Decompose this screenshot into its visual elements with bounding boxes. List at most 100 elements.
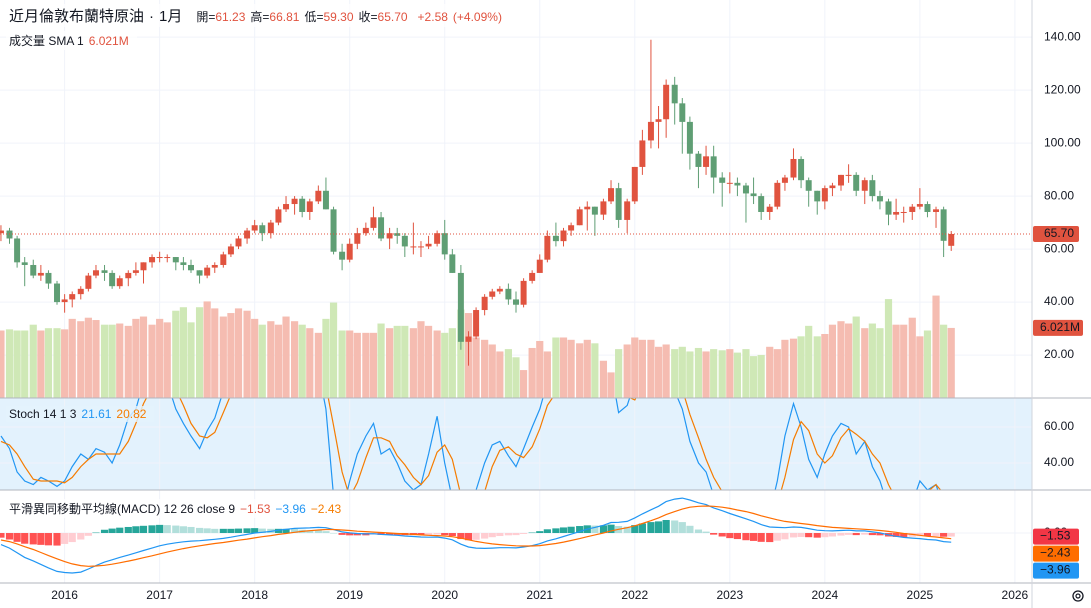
macd-histogram-bar — [274, 528, 283, 534]
macd-histogram-bar — [424, 533, 433, 535]
macd-histogram-bar — [671, 520, 679, 534]
volume-bar — [552, 337, 560, 398]
volume-bar — [845, 323, 853, 398]
candle-body — [275, 209, 282, 223]
candle-body — [425, 243, 432, 247]
candle-body — [85, 275, 92, 289]
candle-body — [933, 209, 940, 212]
volume-bar — [481, 339, 489, 398]
macd-badge-label: −3.96 — [1040, 563, 1071, 577]
candle-body — [608, 188, 615, 202]
field-value: 61.23 — [215, 10, 246, 24]
candle-body — [180, 262, 187, 265]
indicator-line — [0, 398, 939, 490]
volume-bar — [424, 325, 433, 398]
candle-body — [909, 206, 916, 212]
candle-body — [869, 180, 876, 197]
macd-histogram-bar — [559, 527, 568, 534]
volume-bar — [132, 318, 140, 398]
macd-histogram-bar — [314, 530, 322, 534]
candle-body — [916, 204, 923, 207]
macd-histogram-bar — [258, 528, 266, 534]
candle-body — [394, 233, 401, 236]
macd-histogram-bar — [567, 526, 575, 534]
candle-body — [734, 182, 741, 186]
candle-body — [781, 177, 788, 183]
candle-body — [924, 204, 931, 212]
candle-body — [529, 272, 536, 281]
macd-histogram-bar — [353, 533, 361, 536]
candle-body — [149, 257, 156, 263]
legend-value: −3.96 — [275, 502, 306, 516]
macd-histogram-bar — [813, 533, 821, 538]
volume-bar — [567, 339, 575, 398]
macd-badge-label: −2.43 — [1040, 546, 1071, 560]
candle-body — [244, 230, 251, 239]
macd-histogram-bar — [789, 533, 798, 538]
candle-body — [235, 238, 242, 247]
candle-body — [679, 103, 686, 122]
volume-bar — [84, 317, 92, 398]
candle-body — [671, 84, 678, 104]
macd-histogram-bar — [702, 531, 710, 534]
macd-histogram-bar — [472, 533, 480, 540]
volume-bar — [377, 323, 385, 398]
macd-histogram-bar — [496, 533, 504, 537]
macd-histogram-bar — [591, 525, 599, 534]
volume-bar — [258, 324, 266, 398]
candle-body — [211, 264, 218, 268]
macd-histogram-bar — [868, 533, 876, 536]
volume-bar — [61, 329, 69, 398]
volume-bar — [813, 336, 821, 398]
candle-body — [457, 272, 464, 342]
macd-histogram-bar — [417, 533, 425, 536]
candle-body — [568, 225, 575, 231]
volume-bar — [512, 357, 520, 398]
candle-body — [774, 182, 781, 207]
candle-body — [30, 264, 37, 276]
macd-histogram-bar — [536, 531, 544, 534]
volume-bar — [710, 349, 718, 398]
macd-histogram-bar — [108, 528, 116, 534]
volume-bar — [718, 350, 726, 398]
volume-bar — [694, 347, 703, 398]
volume-bar — [940, 324, 948, 398]
y-tick-label: 20.00 — [1044, 347, 1074, 361]
volume-bar — [528, 347, 536, 398]
volume-bar — [401, 325, 409, 398]
candle-body — [339, 251, 346, 260]
candle-body — [790, 158, 797, 178]
macd-histogram-bar — [623, 526, 631, 534]
macd-histogram-bar — [638, 523, 646, 534]
macd-histogram-bar — [694, 529, 703, 534]
candle-body — [686, 121, 693, 154]
candle-body — [330, 209, 337, 252]
macd-histogram-bar — [662, 519, 670, 534]
candle-body — [885, 201, 892, 215]
legend-value: 6.021M — [88, 34, 129, 48]
volume-bar — [346, 330, 354, 398]
macd-histogram-bar — [124, 526, 132, 534]
volume-bar — [172, 310, 180, 398]
ohlc-fields: 開=61.23 高=66.81 低=59.30 收=65.70 — [196, 10, 412, 24]
macd-histogram-bar — [5, 533, 14, 540]
macd-histogram-bar — [100, 529, 109, 534]
volume-bar — [892, 324, 900, 398]
macd-histogram-bar — [876, 533, 884, 536]
macd-histogram-bar — [139, 525, 148, 534]
macd-histogram-bar — [631, 525, 639, 534]
candle-body — [940, 209, 947, 241]
volume-bar — [900, 324, 908, 398]
field-label: 低= — [304, 10, 324, 24]
field-label: 開= — [196, 10, 216, 24]
candle-body — [876, 196, 883, 202]
volume-bar — [884, 299, 893, 398]
settings-icon[interactable] — [1072, 590, 1084, 602]
macd-histogram-bar — [77, 533, 85, 540]
candle-body — [259, 225, 266, 234]
volume-bar — [386, 328, 394, 398]
candle-body — [505, 288, 512, 300]
macd-histogram-bar — [441, 533, 449, 536]
macd-histogram-bar — [187, 526, 195, 534]
